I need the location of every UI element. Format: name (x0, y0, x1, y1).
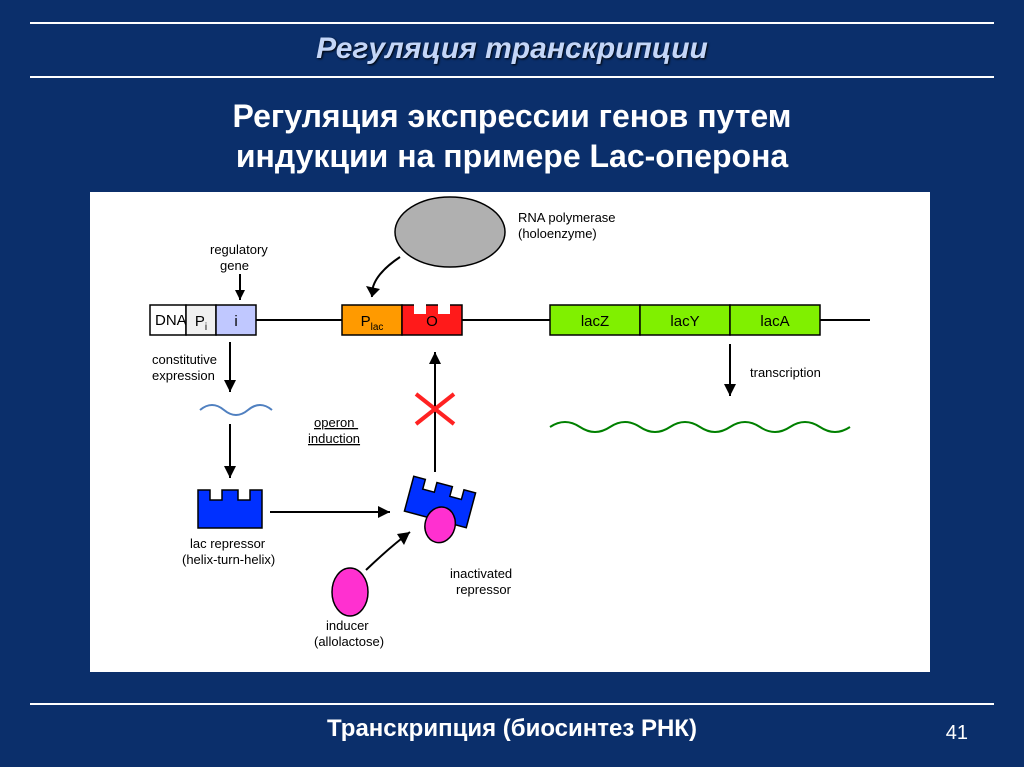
svg-text:lacZ: lacZ (581, 313, 609, 330)
svg-text:expression: expression (152, 368, 215, 383)
lac-operon-diagram: DNA PiiPlacOlacZlacYlacA RNA polymerase … (90, 192, 930, 672)
svg-text:operon induction: operon induction (308, 415, 360, 446)
inactivated-repressor (399, 476, 476, 549)
svg-text:gene: gene (220, 258, 249, 273)
svg-text:inducer: inducer (326, 618, 369, 633)
inducer (332, 568, 368, 616)
svg-text:RNA polymerase: RNA polymerase (518, 210, 616, 225)
svg-text:(allolactose): (allolactose) (314, 634, 384, 649)
slide-number: 41 (946, 722, 968, 745)
dna-label: DNA (155, 312, 187, 329)
svg-text:lac repressor: lac repressor (190, 536, 266, 551)
lac-mrna (550, 422, 850, 432)
slide-header-2: Регуляция экспрессии генов путем индукци… (0, 96, 1024, 176)
svg-text:constitutive: constitutive (152, 352, 217, 367)
slide-footer: Транскрипция (биосинтез РНК) (0, 715, 1024, 743)
svg-text:O: O (426, 313, 438, 330)
slide-header-1: Регуляция транскрипции (0, 32, 1024, 66)
lac-repressor (198, 490, 262, 528)
svg-text:transcription: transcription (750, 365, 821, 380)
svg-text:repressor: repressor (456, 582, 512, 597)
svg-text:(holoenzyme): (holoenzyme) (518, 226, 597, 241)
svg-text:(helix-turn-helix): (helix-turn-helix) (182, 552, 275, 567)
svg-text:inactivated: inactivated (450, 566, 512, 581)
svg-text:regulatory: regulatory (210, 242, 268, 257)
svg-text:lacA: lacA (760, 313, 789, 330)
rna-polymerase (395, 197, 505, 267)
svg-text:lacY: lacY (670, 313, 699, 330)
svg-text:i: i (234, 313, 237, 330)
regulatory-mrna (200, 405, 272, 415)
